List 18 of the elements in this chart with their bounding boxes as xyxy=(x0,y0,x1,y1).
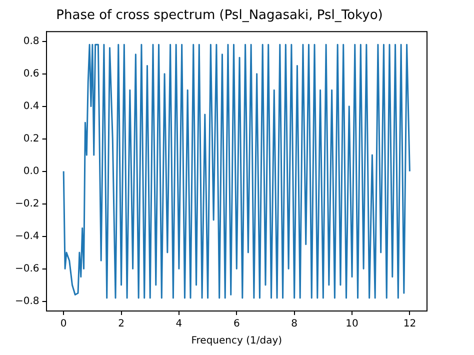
x-tick-label: 2 xyxy=(118,318,124,330)
y-tick-label: −0.2 xyxy=(14,198,40,210)
y-tick-label: 0.4 xyxy=(23,100,40,112)
y-tick-label: −0.4 xyxy=(14,230,40,242)
x-axis-title: Frequency (1/day) xyxy=(191,336,282,347)
y-tick-label: −0.8 xyxy=(14,296,40,307)
x-tick-label: 10 xyxy=(346,318,358,330)
y-tick-label: 0.0 xyxy=(23,166,40,177)
y-tick-label: 0.6 xyxy=(23,68,40,80)
y-tick-label: −0.6 xyxy=(14,263,40,274)
x-tick-label: 4 xyxy=(176,318,182,330)
y-tick-label: 0.8 xyxy=(23,36,40,47)
y-tick-label: 0.2 xyxy=(23,133,40,144)
chart-title: Phase of cross spectrum (Psl_Nagasaki, Psl_Tokyo) xyxy=(56,8,383,24)
x-tick-label: 0 xyxy=(60,318,67,330)
x-tick-label: 12 xyxy=(403,318,416,330)
x-tick-label: 6 xyxy=(233,318,240,330)
x-tick-label: 8 xyxy=(291,318,298,330)
